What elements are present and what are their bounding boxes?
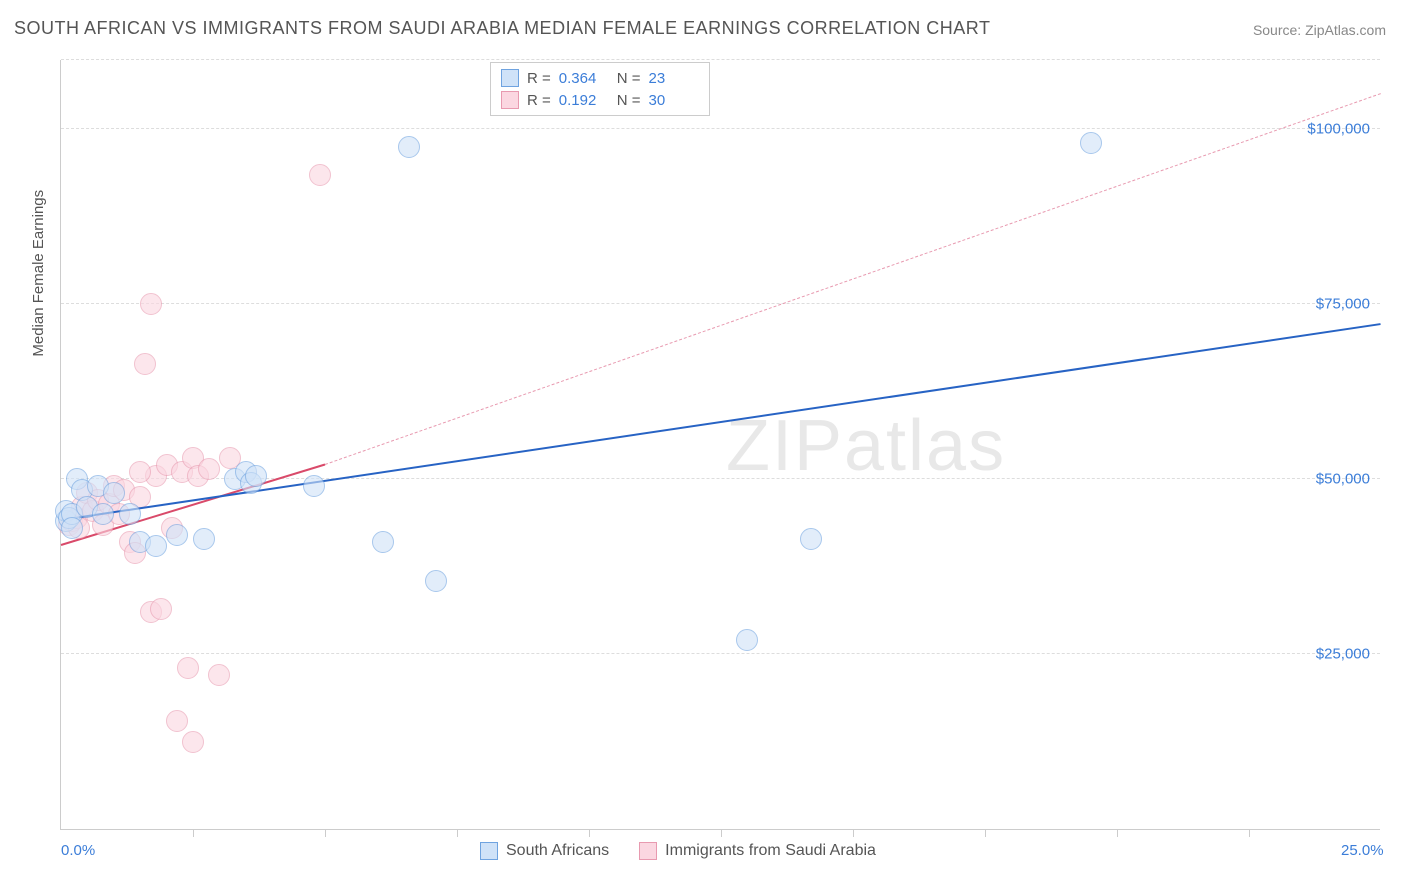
data-point bbox=[1080, 132, 1102, 154]
grid-line bbox=[61, 128, 1380, 129]
n-value-1: 23 bbox=[649, 70, 699, 87]
source-label: Source: ZipAtlas.com bbox=[1253, 22, 1386, 38]
data-point bbox=[193, 528, 215, 550]
data-point bbox=[119, 503, 141, 525]
x-tick-label: 0.0% bbox=[61, 842, 95, 859]
data-point bbox=[245, 465, 267, 487]
watermark: ZIPatlas bbox=[726, 405, 1006, 487]
trend-line bbox=[325, 93, 1381, 465]
data-point bbox=[372, 531, 394, 553]
swatch-series-1 bbox=[501, 69, 519, 87]
n-label-2: N = bbox=[617, 92, 641, 109]
r-label: R = bbox=[527, 70, 551, 87]
chart-title: SOUTH AFRICAN VS IMMIGRANTS FROM SAUDI A… bbox=[14, 18, 990, 39]
data-point bbox=[92, 503, 114, 525]
data-point bbox=[425, 570, 447, 592]
x-tick bbox=[1117, 829, 1118, 837]
data-point bbox=[61, 517, 83, 539]
data-point bbox=[166, 524, 188, 546]
r-value-2: 0.192 bbox=[559, 92, 609, 109]
n-label: N = bbox=[617, 70, 641, 87]
x-tick bbox=[721, 829, 722, 837]
y-tick-label: $75,000 bbox=[1316, 296, 1370, 313]
stats-row-1: R = 0.364 N = 23 bbox=[501, 67, 699, 89]
legend-item-2: Immigrants from Saudi Arabia bbox=[639, 842, 876, 860]
r-value-1: 0.364 bbox=[559, 70, 609, 87]
grid-line bbox=[61, 653, 1380, 654]
x-tick-label: 25.0% bbox=[1341, 842, 1384, 859]
legend-swatch-1 bbox=[480, 842, 498, 860]
legend-label-2: Immigrants from Saudi Arabia bbox=[665, 842, 876, 860]
plot-region: ZIPatlas $25,000 $50,000 $75,000 $100,000 0.… bbox=[60, 60, 1380, 830]
data-point bbox=[166, 710, 188, 732]
stats-legend: R = 0.364 N = 23 R = 0.192 N = 30 bbox=[490, 62, 710, 116]
data-point bbox=[177, 657, 199, 679]
legend-label-1: South Africans bbox=[506, 842, 609, 860]
data-point bbox=[134, 353, 156, 375]
data-point bbox=[140, 293, 162, 315]
data-point bbox=[800, 528, 822, 550]
x-tick bbox=[589, 829, 590, 837]
x-tick bbox=[985, 829, 986, 837]
r-label-2: R = bbox=[527, 92, 551, 109]
grid-line bbox=[61, 303, 1380, 304]
data-point bbox=[150, 598, 172, 620]
chart-area: ZIPatlas $25,000 $50,000 $75,000 $100,000 0.… bbox=[60, 60, 1380, 830]
x-tick bbox=[193, 829, 194, 837]
legend-item-1: South Africans bbox=[480, 842, 609, 860]
data-point bbox=[103, 482, 125, 504]
data-point bbox=[398, 136, 420, 158]
swatch-series-2 bbox=[501, 91, 519, 109]
legend-swatch-2 bbox=[639, 842, 657, 860]
data-point bbox=[208, 664, 230, 686]
y-tick-label: $25,000 bbox=[1316, 646, 1370, 663]
data-point bbox=[145, 535, 167, 557]
n-value-2: 30 bbox=[649, 92, 699, 109]
x-tick bbox=[325, 829, 326, 837]
data-point bbox=[309, 164, 331, 186]
x-tick bbox=[853, 829, 854, 837]
y-axis-title: Median Female Earnings bbox=[30, 190, 47, 357]
data-point bbox=[182, 731, 204, 753]
stats-row-2: R = 0.192 N = 30 bbox=[501, 89, 699, 111]
data-point bbox=[736, 629, 758, 651]
data-point bbox=[198, 458, 220, 480]
bottom-legend: South Africans Immigrants from Saudi Ara… bbox=[480, 842, 876, 860]
x-tick bbox=[457, 829, 458, 837]
trend-line bbox=[61, 323, 1381, 521]
x-tick bbox=[1249, 829, 1250, 837]
y-tick-label: $50,000 bbox=[1316, 471, 1370, 488]
data-point bbox=[303, 475, 325, 497]
grid-line bbox=[61, 59, 1380, 60]
y-tick-label: $100,000 bbox=[1307, 121, 1370, 138]
data-point bbox=[129, 461, 151, 483]
